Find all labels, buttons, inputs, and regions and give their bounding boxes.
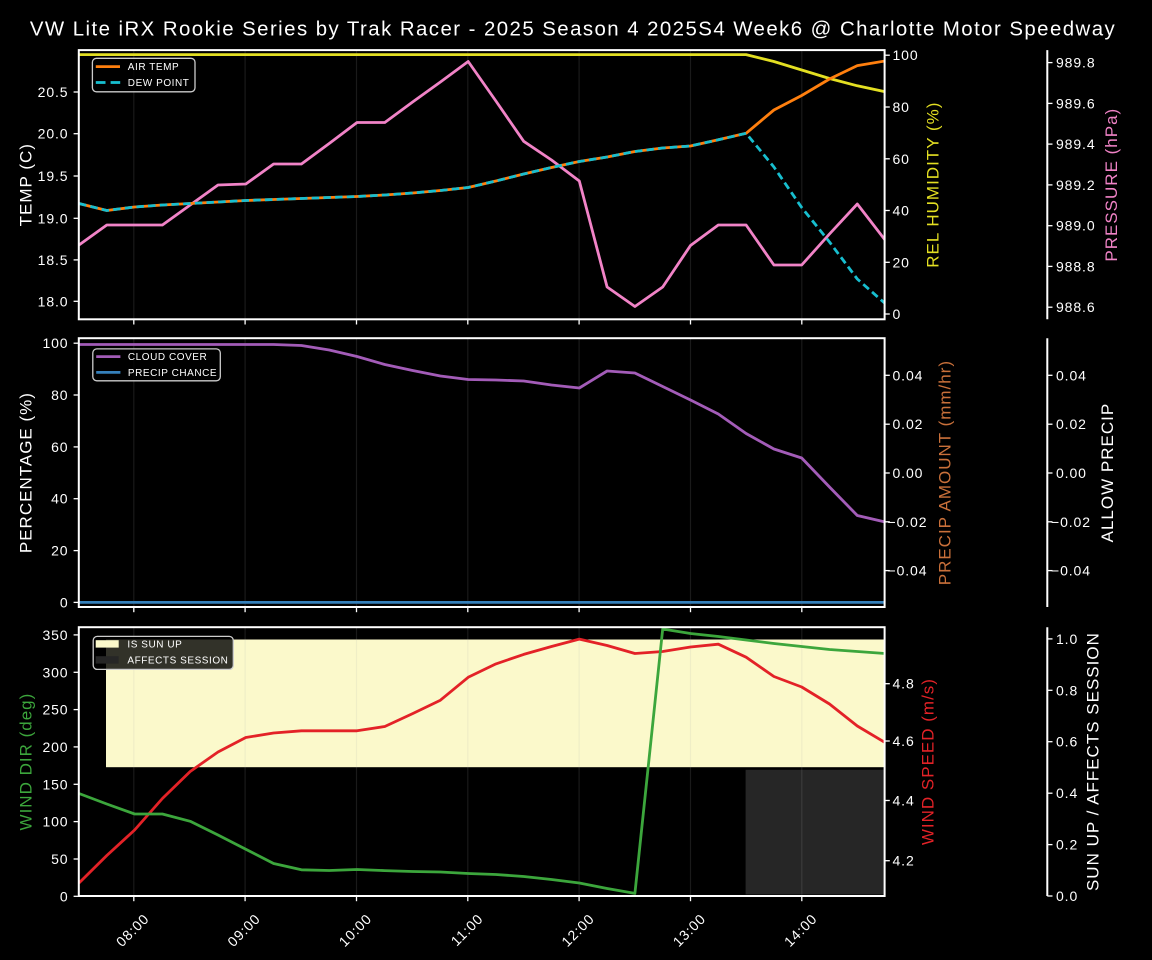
svg-text:989.6: 989.6 [1056,95,1096,111]
svg-text:300: 300 [42,664,68,680]
svg-text:19.0: 19.0 [38,210,69,226]
svg-text:0.0: 0.0 [1056,888,1078,904]
svg-text:40: 40 [51,491,68,507]
svg-text:60: 60 [51,439,68,455]
svg-text:18.0: 18.0 [38,293,69,309]
svg-text:988.6: 988.6 [1056,299,1096,315]
svg-text:REL HUMIDITY (%): REL HUMIDITY (%) [924,102,943,268]
svg-text:−0.02: −0.02 [888,514,928,530]
svg-text:989.0: 989.0 [1056,218,1096,234]
svg-text:989.4: 989.4 [1056,136,1096,152]
svg-text:989.8: 989.8 [1056,55,1096,71]
svg-text:CLOUD COVER: CLOUD COVER [128,352,207,363]
svg-text:0.2: 0.2 [1056,837,1078,853]
svg-text:0.00: 0.00 [1056,465,1087,481]
svg-text:100: 100 [42,335,68,351]
svg-text:4.2: 4.2 [893,853,915,869]
svg-text:18.5: 18.5 [38,252,69,268]
svg-text:350: 350 [42,627,68,643]
svg-text:ALLOW PRECIP: ALLOW PRECIP [1098,403,1117,543]
svg-text:AFFECTS SESSION: AFFECTS SESSION [127,656,228,667]
svg-text:0.8: 0.8 [1056,682,1078,698]
svg-text:0.04: 0.04 [1056,367,1087,383]
svg-text:0.04: 0.04 [893,367,924,383]
svg-text:PERCENTAGE (%): PERCENTAGE (%) [17,392,36,553]
svg-text:0: 0 [60,888,69,904]
svg-text:100: 100 [893,47,919,63]
svg-text:0.00: 0.00 [893,465,924,481]
svg-text:4.8: 4.8 [893,676,915,692]
svg-text:20.5: 20.5 [38,84,69,100]
svg-text:PRECIP CHANCE: PRECIP CHANCE [128,368,217,379]
svg-text:1.0: 1.0 [1056,631,1078,647]
svg-text:150: 150 [42,776,68,792]
svg-text:250: 250 [42,702,68,718]
svg-text:PRECIP AMOUNT (mm/hr): PRECIP AMOUNT (mm/hr) [936,360,955,585]
svg-text:19.5: 19.5 [38,168,69,184]
svg-text:−0.04: −0.04 [1051,563,1091,579]
svg-text:DEW POINT: DEW POINT [128,78,190,89]
svg-text:4.6: 4.6 [893,733,915,749]
svg-text:PRESSURE (hPa): PRESSURE (hPa) [1102,108,1121,262]
svg-text:WIND DIR (deg): WIND DIR (deg) [17,693,36,831]
svg-text:0: 0 [60,594,69,610]
svg-text:100: 100 [42,814,68,830]
svg-text:200: 200 [42,739,68,755]
svg-text:80: 80 [893,99,910,115]
svg-text:IS SUN UP: IS SUN UP [127,640,182,651]
svg-text:TEMP (C): TEMP (C) [17,143,36,226]
svg-text:WIND SPEED (m/s): WIND SPEED (m/s) [919,678,938,845]
svg-text:50: 50 [51,851,68,867]
svg-text:989.2: 989.2 [1056,177,1096,193]
svg-text:20: 20 [51,543,68,559]
svg-text:40: 40 [893,203,910,219]
svg-text:0.02: 0.02 [1056,416,1087,432]
svg-text:4.4: 4.4 [893,793,915,809]
svg-text:20: 20 [893,254,910,270]
svg-text:VW Lite iRX Rookie Series by T: VW Lite iRX Rookie Series by Trak Racer … [30,18,1116,40]
svg-text:0.02: 0.02 [893,416,924,432]
svg-text:−0.02: −0.02 [1051,514,1091,530]
svg-text:0: 0 [893,306,902,322]
svg-text:AIR TEMP: AIR TEMP [128,62,179,73]
svg-text:60: 60 [893,151,910,167]
svg-text:80: 80 [51,387,68,403]
svg-text:0.6: 0.6 [1056,734,1078,750]
svg-text:0.4: 0.4 [1056,785,1078,801]
svg-text:−0.04: −0.04 [888,563,928,579]
svg-text:20.0: 20.0 [38,126,69,142]
svg-text:988.8: 988.8 [1056,258,1096,274]
svg-text:SUN UP / AFFECTS SESSION: SUN UP / AFFECTS SESSION [1084,632,1103,891]
